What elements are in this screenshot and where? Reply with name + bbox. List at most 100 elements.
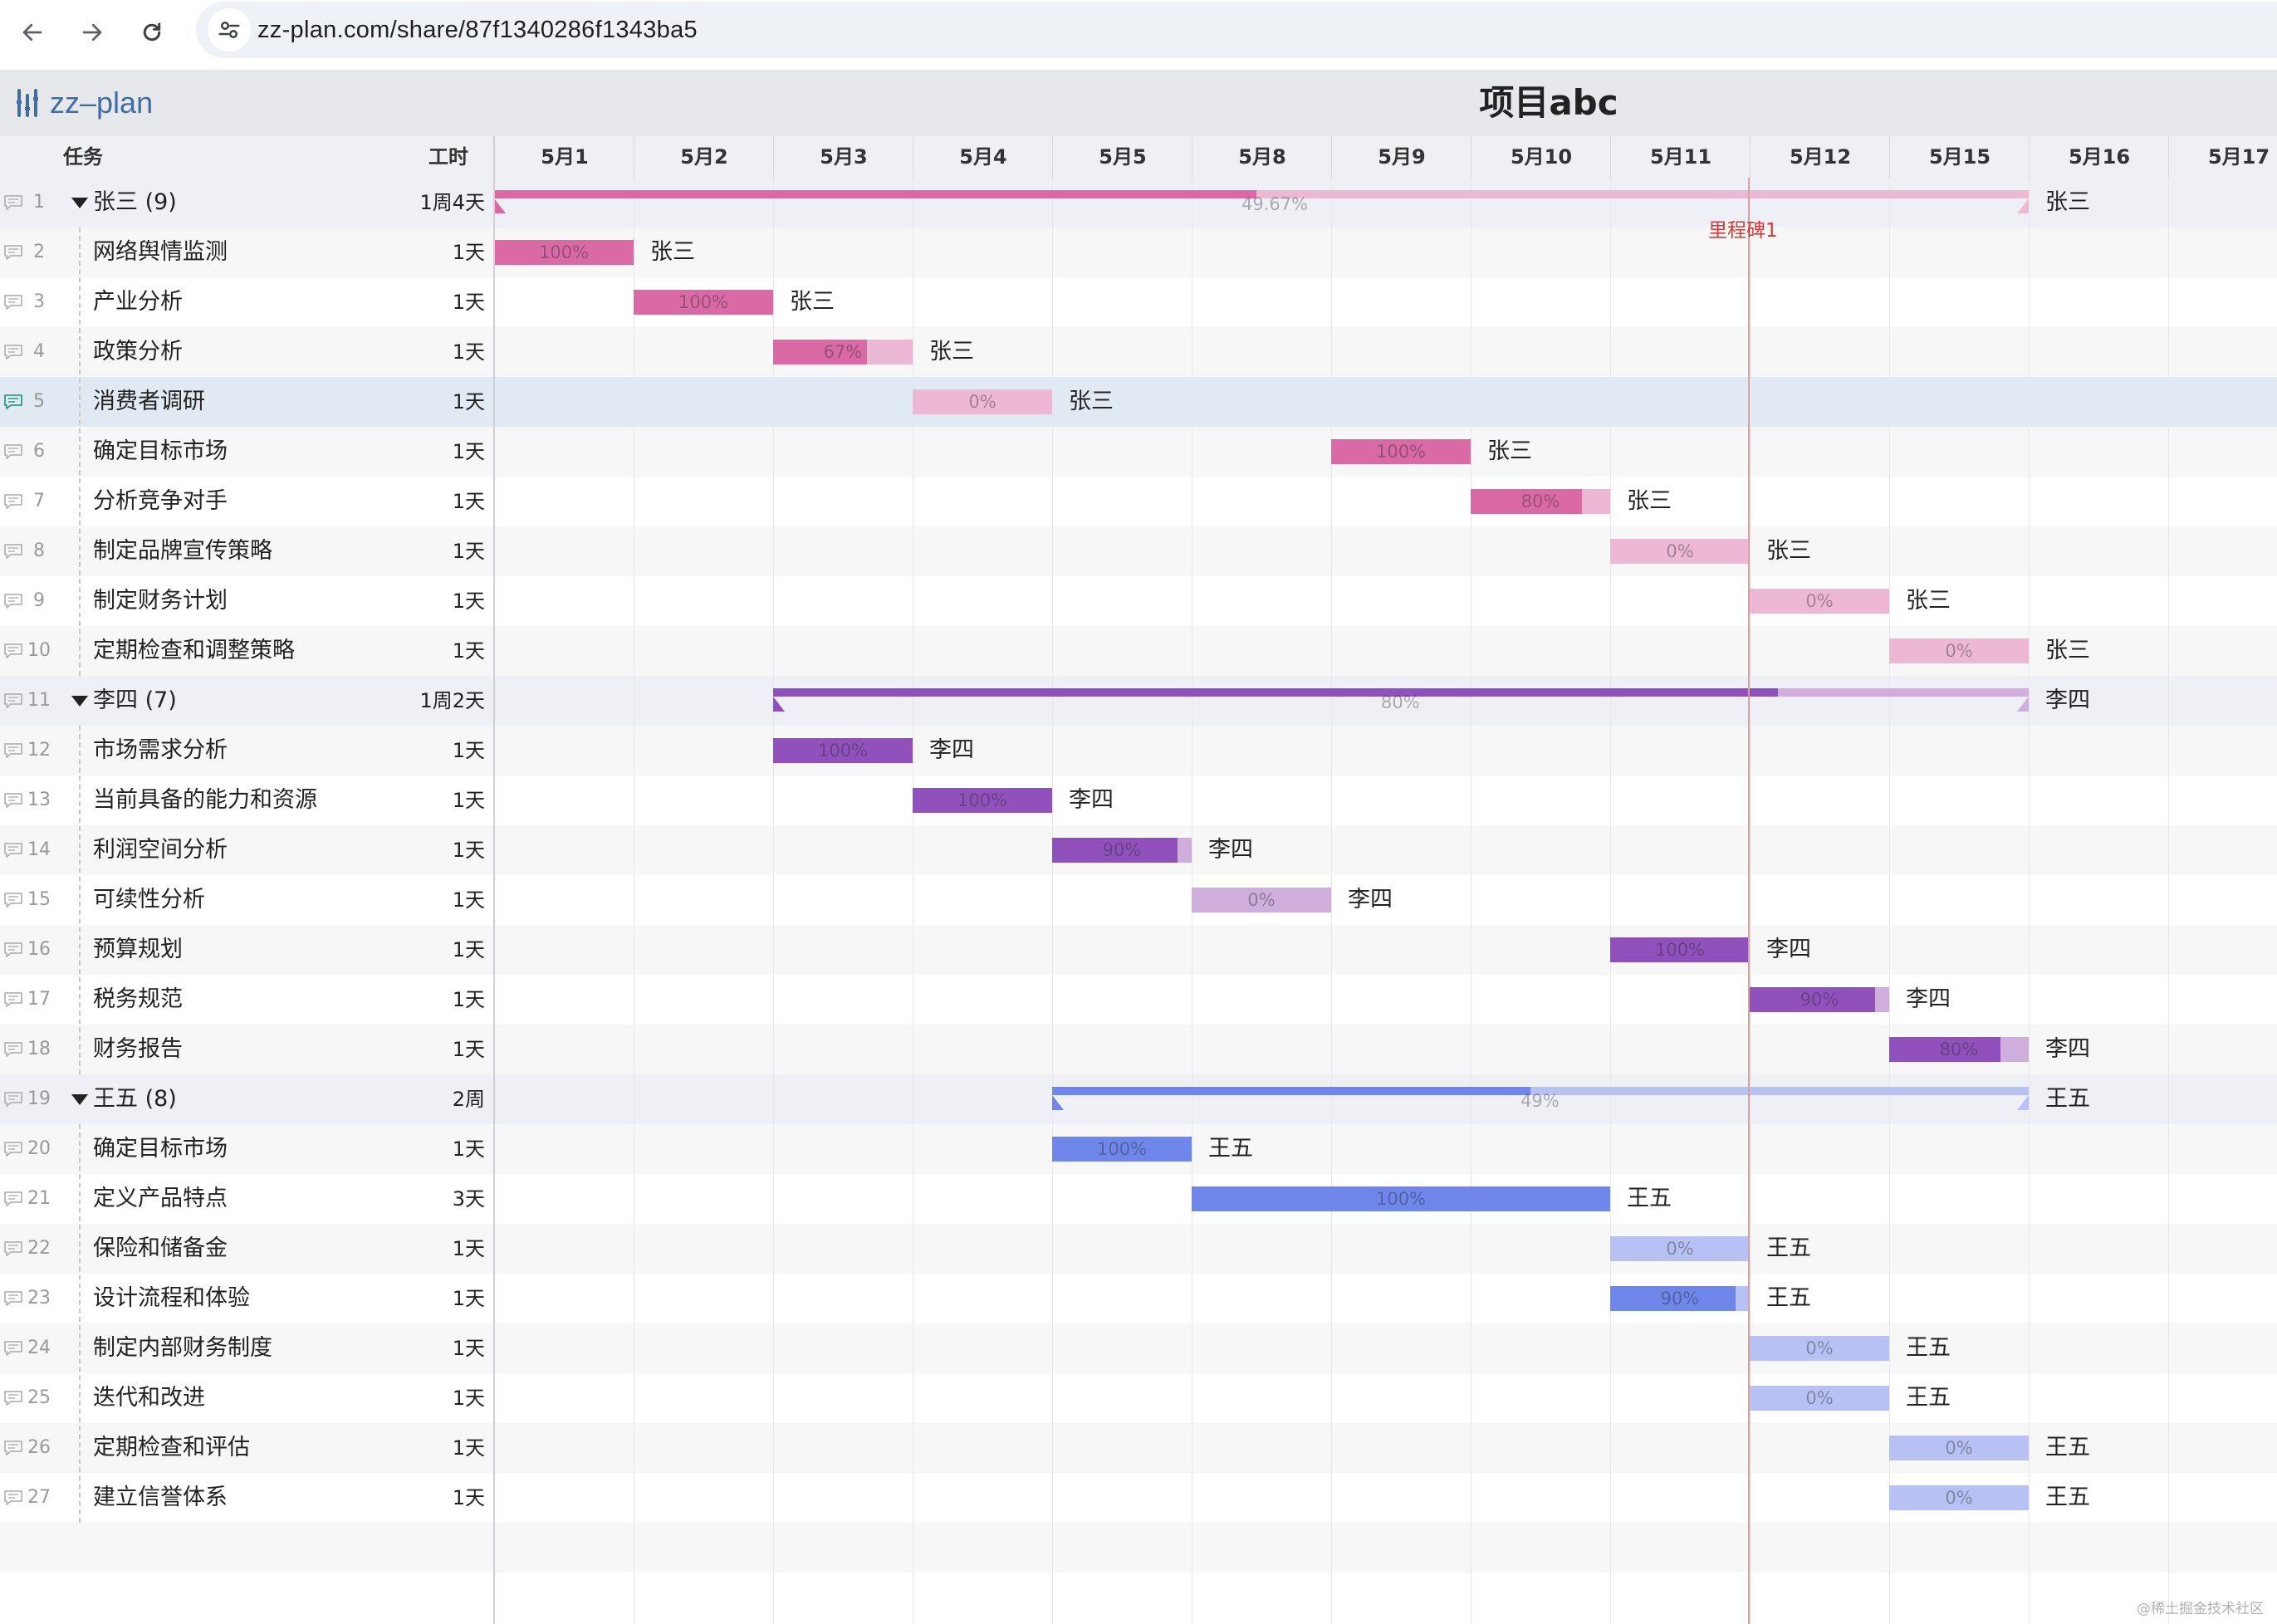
task-name[interactable]: 税务规范 bbox=[93, 986, 183, 1012]
task-bar[interactable]: 0% bbox=[1750, 589, 1889, 614]
task-bar[interactable]: 100% bbox=[1610, 937, 1750, 962]
collapse-triangle-icon[interactable] bbox=[71, 696, 88, 707]
task-bar[interactable]: 100% bbox=[1331, 439, 1471, 464]
task-bar[interactable]: 90% bbox=[1052, 838, 1192, 863]
task-row[interactable]: 7 分析竞争对手 1天 bbox=[0, 477, 2277, 526]
group-summary-bar[interactable] bbox=[1052, 1087, 2029, 1095]
task-name[interactable]: 可续性分析 bbox=[93, 887, 205, 912]
task-name[interactable]: 政策分析 bbox=[93, 339, 183, 364]
task-bar[interactable]: 100% bbox=[913, 788, 1052, 813]
task-row[interactable]: 6 确定目标市场 1天 bbox=[0, 427, 2277, 477]
task-name[interactable]: 网络舆情监测 bbox=[93, 239, 228, 265]
task-bar[interactable]: 90% bbox=[1610, 1286, 1750, 1311]
task-bar[interactable]: 0% bbox=[1889, 1436, 2029, 1460]
task-row[interactable]: 13 当前具备的能力和资源 1天 bbox=[0, 775, 2277, 825]
comment-icon[interactable] bbox=[3, 643, 23, 659]
comment-icon[interactable] bbox=[3, 792, 23, 809]
task-bar[interactable]: 80% bbox=[1889, 1037, 2029, 1062]
task-row[interactable]: 9 制定财务计划 1天 bbox=[0, 576, 2277, 626]
task-bar[interactable]: 80% bbox=[1471, 489, 1610, 514]
comment-icon[interactable] bbox=[3, 1440, 23, 1456]
task-name[interactable]: 产业分析 bbox=[93, 289, 183, 315]
task-row[interactable]: 12 市场需求分析 1天 bbox=[0, 726, 2277, 775]
task-row[interactable]: 2 网络舆情监测 1天 bbox=[0, 227, 2277, 277]
collapse-triangle-icon[interactable] bbox=[71, 198, 88, 208]
task-row[interactable]: 24 制定内部财务制度 1天 bbox=[0, 1323, 2277, 1373]
comment-icon[interactable] bbox=[3, 443, 23, 460]
site-settings-icon[interactable] bbox=[208, 8, 251, 51]
group-name[interactable]: 李四 (7) bbox=[93, 687, 177, 713]
comment-icon[interactable] bbox=[3, 692, 23, 709]
comment-icon[interactable] bbox=[3, 842, 23, 858]
task-name[interactable]: 当前具备的能力和资源 bbox=[93, 787, 317, 813]
task-row[interactable]: 16 预算规划 1天 bbox=[0, 925, 2277, 975]
task-name[interactable]: 消费者调研 bbox=[93, 389, 205, 414]
comment-icon[interactable] bbox=[3, 1390, 23, 1406]
task-bar[interactable]: 100% bbox=[634, 290, 773, 315]
task-name[interactable]: 制定品牌宣传策略 bbox=[93, 538, 272, 564]
comment-icon[interactable] bbox=[3, 493, 23, 510]
task-row[interactable]: 23 设计流程和体验 1天 bbox=[0, 1274, 2277, 1323]
panel-splitter[interactable] bbox=[493, 136, 495, 1624]
comment-icon[interactable] bbox=[3, 991, 23, 1008]
comment-icon[interactable] bbox=[3, 1191, 23, 1207]
task-bar[interactable]: 0% bbox=[913, 389, 1052, 414]
comment-icon[interactable] bbox=[3, 892, 23, 908]
task-row[interactable]: 17 税务规范 1天 bbox=[0, 975, 2277, 1025]
reload-icon[interactable] bbox=[131, 12, 173, 53]
task-row[interactable]: 8 制定品牌宣传策略 1天 bbox=[0, 526, 2277, 576]
task-name[interactable]: 制定内部财务制度 bbox=[93, 1335, 272, 1361]
task-bar[interactable]: 90% bbox=[1750, 987, 1889, 1012]
task-bar[interactable]: 100% bbox=[1192, 1186, 1610, 1211]
comment-icon[interactable] bbox=[3, 942, 23, 958]
task-row[interactable]: 22 保险和储备金 1天 bbox=[0, 1224, 2277, 1274]
task-name[interactable]: 定期检查和评估 bbox=[93, 1435, 250, 1460]
group-row[interactable]: 19 王五 (8) 2周 bbox=[0, 1074, 2277, 1124]
task-bar[interactable]: 0% bbox=[1192, 888, 1331, 912]
comment-icon[interactable] bbox=[3, 294, 23, 311]
comment-icon[interactable] bbox=[3, 1340, 23, 1357]
group-name[interactable]: 张三 (9) bbox=[93, 189, 177, 215]
group-name[interactable]: 王五 (8) bbox=[93, 1086, 177, 1112]
task-name[interactable]: 利润空间分析 bbox=[93, 837, 228, 863]
task-row[interactable]: 4 政策分析 1天 bbox=[0, 327, 2277, 377]
task-bar[interactable]: 0% bbox=[1750, 1386, 1889, 1411]
task-bar[interactable]: 0% bbox=[1610, 1236, 1750, 1261]
back-arrow-icon[interactable] bbox=[12, 12, 53, 53]
task-name[interactable]: 确定目标市场 bbox=[93, 1136, 228, 1162]
comment-icon[interactable] bbox=[3, 244, 23, 261]
task-name[interactable]: 财务报告 bbox=[93, 1036, 183, 1062]
task-row[interactable]: 21 定义产品特点 3天 bbox=[0, 1174, 2277, 1224]
comment-icon[interactable] bbox=[3, 194, 23, 211]
task-name[interactable]: 定义产品特点 bbox=[93, 1186, 228, 1211]
group-summary-bar[interactable] bbox=[773, 688, 2029, 697]
task-row[interactable]: 15 可续性分析 1天 bbox=[0, 875, 2277, 925]
app-logo[interactable]: zz–plan bbox=[17, 70, 153, 136]
task-name[interactable]: 定期检查和调整策略 bbox=[93, 638, 295, 663]
task-bar[interactable]: 100% bbox=[494, 240, 634, 265]
comment-icon[interactable] bbox=[3, 1141, 23, 1157]
task-name[interactable]: 市场需求分析 bbox=[93, 737, 228, 763]
comment-icon[interactable] bbox=[3, 593, 23, 609]
comment-icon[interactable] bbox=[3, 394, 23, 410]
forward-arrow-icon[interactable] bbox=[71, 12, 113, 53]
task-name[interactable]: 预算规划 bbox=[93, 937, 183, 962]
task-bar[interactable]: 0% bbox=[1750, 1336, 1889, 1361]
task-name[interactable]: 确定目标市场 bbox=[93, 438, 228, 464]
task-name[interactable]: 分析竞争对手 bbox=[93, 488, 228, 514]
task-bar[interactable]: 100% bbox=[1052, 1137, 1192, 1162]
task-bar[interactable]: 67% bbox=[773, 340, 913, 364]
comment-icon[interactable] bbox=[3, 1041, 23, 1058]
comment-icon[interactable] bbox=[3, 1290, 23, 1307]
task-row[interactable]: 27 建立信誉体系 1天 bbox=[0, 1473, 2277, 1523]
milestone-label[interactable]: 里程碑1 bbox=[1708, 220, 1778, 242]
url-text[interactable]: zz-plan.com/share/87f1340286f1343ba5 bbox=[257, 17, 698, 43]
task-row[interactable]: 25 迭代和改进 1天 bbox=[0, 1373, 2277, 1423]
comment-icon[interactable] bbox=[3, 742, 23, 759]
task-name[interactable]: 建立信誉体系 bbox=[93, 1485, 228, 1510]
task-bar[interactable]: 100% bbox=[773, 738, 913, 763]
group-summary-bar[interactable] bbox=[494, 190, 2029, 198]
comment-icon[interactable] bbox=[3, 344, 23, 360]
task-bar[interactable]: 0% bbox=[1889, 638, 2029, 663]
address-bar[interactable]: zz-plan.com/share/87f1340286f1343ba5 bbox=[196, 2, 2277, 58]
